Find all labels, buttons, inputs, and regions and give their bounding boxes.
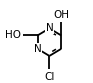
Text: Cl: Cl [44, 72, 55, 82]
Text: N: N [34, 44, 41, 54]
Text: HO: HO [5, 30, 21, 40]
Text: OH: OH [53, 10, 69, 20]
Text: N: N [45, 23, 53, 33]
